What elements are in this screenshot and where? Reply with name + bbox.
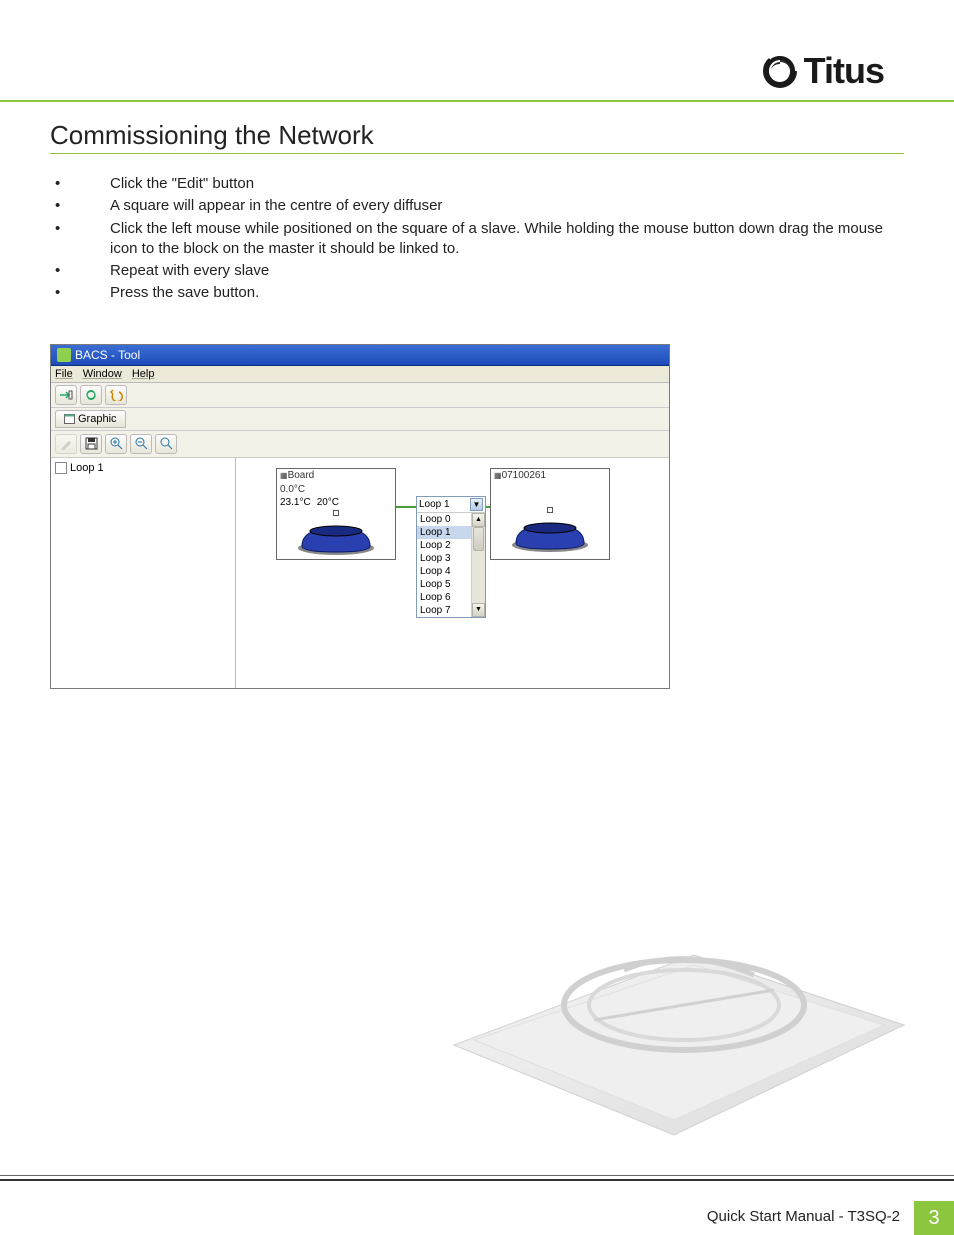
menu-file[interactable]: File bbox=[55, 368, 73, 380]
bullet-text: Press the save button. bbox=[110, 283, 904, 303]
section-title: Commissioning the Network bbox=[50, 120, 904, 151]
canvas[interactable]: ▦Board 0.0°C 23.1°C 20°C bbox=[236, 458, 669, 688]
bullet-text: Click the "Edit" button bbox=[110, 174, 904, 194]
menu-help[interactable]: Help bbox=[132, 368, 155, 380]
tree-item-icon bbox=[55, 462, 67, 474]
swirl-icon bbox=[762, 53, 798, 89]
window-title: BACS - Tool bbox=[75, 348, 140, 362]
diffuser-temp: 0.0°C bbox=[277, 483, 395, 497]
link-handle[interactable] bbox=[547, 507, 553, 513]
bullet-text: A square will appear in the centre of ev… bbox=[110, 196, 904, 216]
app-icon bbox=[57, 348, 71, 362]
footer-divider bbox=[0, 1175, 954, 1181]
title-bar: BACS - Tool bbox=[51, 345, 669, 366]
diffuser-temps: 23.1°C 20°C bbox=[277, 497, 395, 508]
product-image bbox=[394, 845, 914, 1145]
undo-icon bbox=[109, 389, 123, 401]
tab-row: Graphic bbox=[51, 408, 669, 431]
link-handle[interactable] bbox=[333, 510, 339, 516]
dropdown-value: Loop 1 bbox=[419, 499, 450, 510]
connect-button[interactable] bbox=[55, 385, 77, 405]
work-area: Loop 1 ▦Board 0.0°C 23.1°C 20°C bbox=[51, 458, 669, 688]
tree-item[interactable]: Loop 1 bbox=[55, 462, 231, 474]
menu-window[interactable]: Window bbox=[83, 368, 122, 380]
menu-bar: File Window Help bbox=[51, 366, 669, 383]
refresh-icon bbox=[84, 389, 98, 401]
diffuser-label: ▦07100261 bbox=[491, 469, 609, 483]
page-number: 3 bbox=[914, 1201, 954, 1235]
scrollbar[interactable]: ▲ ▼ bbox=[471, 513, 485, 617]
logo-row: Titus bbox=[50, 50, 904, 92]
header-divider bbox=[0, 100, 954, 102]
edit-button[interactable] bbox=[55, 434, 77, 454]
bullet-text: Click the left mouse while positioned on… bbox=[110, 219, 904, 260]
logo: Titus bbox=[762, 50, 884, 92]
diffuser-slave[interactable]: ▦07100261 bbox=[490, 468, 610, 560]
app-screenshot: BACS - Tool File Window Help Graphic bbox=[50, 344, 670, 689]
footer-text: Quick Start Manual - T3SQ-2 bbox=[693, 1201, 914, 1235]
undo-button[interactable] bbox=[105, 385, 127, 405]
title-underline bbox=[50, 153, 904, 154]
scroll-thumb[interactable] bbox=[473, 527, 484, 551]
connect-icon bbox=[59, 389, 73, 401]
zoom-fit-button[interactable] bbox=[155, 434, 177, 454]
instruction-list: Click the "Edit" button A square will ap… bbox=[50, 174, 904, 304]
dropdown-selected[interactable]: Loop 1 ▼ bbox=[417, 497, 485, 513]
logo-text: Titus bbox=[804, 50, 884, 92]
chevron-down-icon[interactable]: ▼ bbox=[470, 498, 483, 511]
dropdown-list: Loop 0 Loop 1 Loop 2 Loop 3 Loop 4 Loop … bbox=[417, 513, 485, 617]
floppy-icon bbox=[85, 437, 98, 450]
tree-item-label: Loop 1 bbox=[70, 462, 104, 474]
scroll-down-icon[interactable]: ▼ bbox=[472, 603, 485, 617]
diffuser-label: ▦Board bbox=[277, 469, 395, 483]
side-panel: Loop 1 bbox=[51, 458, 236, 688]
bullet-text: Repeat with every slave bbox=[110, 261, 904, 281]
scroll-up-icon[interactable]: ▲ bbox=[472, 513, 485, 527]
diffuser-master[interactable]: ▦Board 0.0°C 23.1°C 20°C bbox=[276, 468, 396, 560]
graphic-toolbar bbox=[51, 431, 669, 458]
pencil-icon bbox=[60, 437, 73, 450]
tab-graphic[interactable]: Graphic bbox=[55, 410, 126, 428]
diffuser-icon bbox=[296, 520, 376, 556]
zoom-out-button[interactable] bbox=[130, 434, 152, 454]
diffuser-icon bbox=[510, 517, 590, 553]
zoom-in-icon bbox=[110, 437, 123, 450]
zoom-icon bbox=[160, 437, 173, 450]
page-footer: Quick Start Manual - T3SQ-2 3 bbox=[0, 1175, 954, 1235]
zoom-out-icon bbox=[135, 437, 148, 450]
main-toolbar bbox=[51, 383, 669, 408]
tab-label: Graphic bbox=[78, 413, 117, 425]
zoom-in-button[interactable] bbox=[105, 434, 127, 454]
loop-dropdown[interactable]: Loop 1 ▼ Loop 0 Loop 1 Loop 2 Loop 3 Loo… bbox=[416, 496, 486, 618]
refresh-button[interactable] bbox=[80, 385, 102, 405]
window-icon bbox=[64, 414, 75, 424]
save-button[interactable] bbox=[80, 434, 102, 454]
